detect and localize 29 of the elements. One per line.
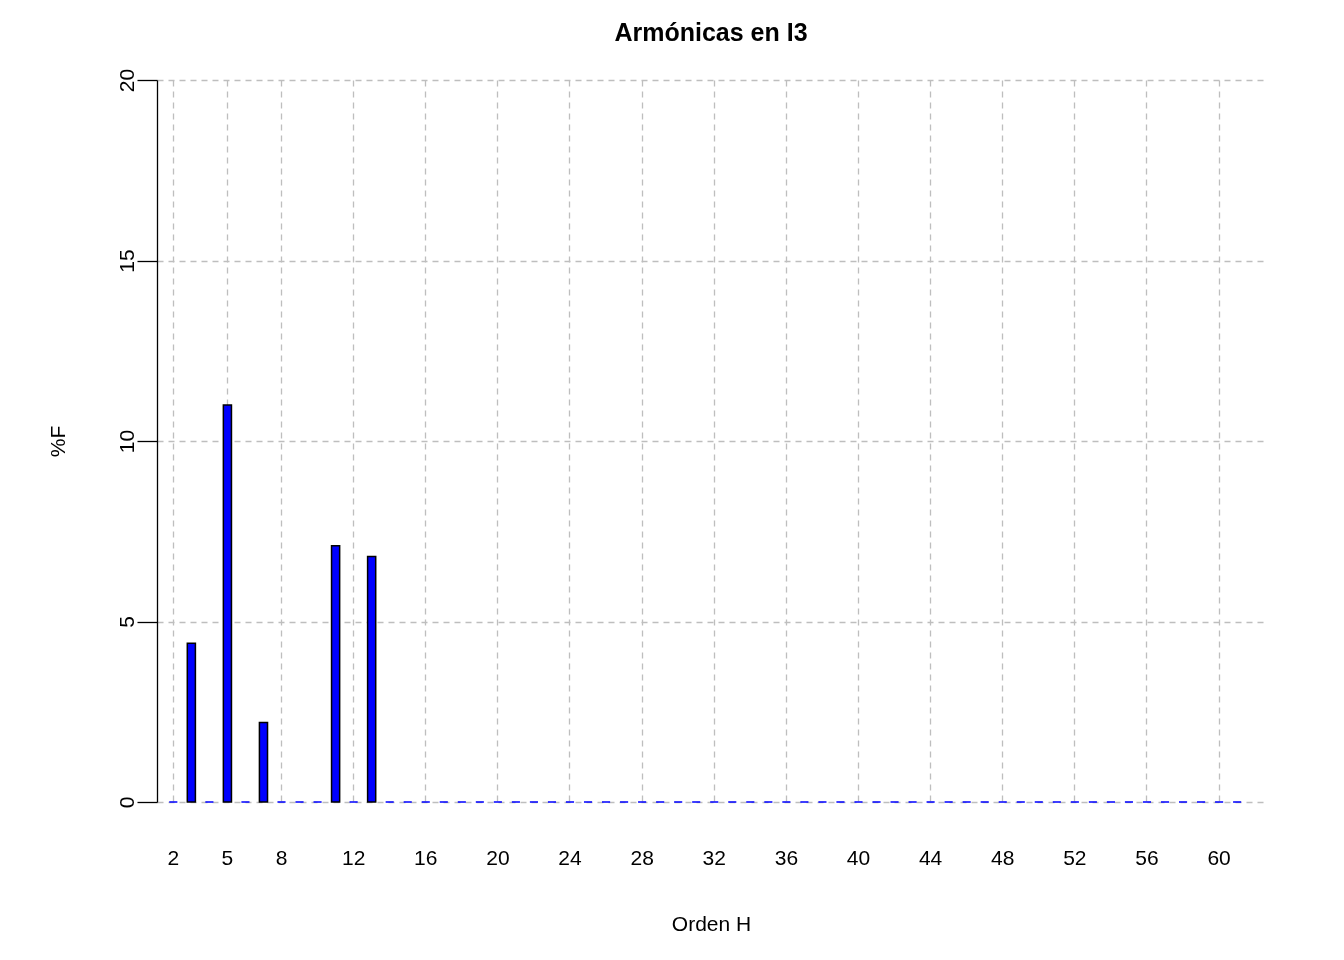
x-axis-title: Orden H <box>671 911 752 935</box>
bar <box>366 555 377 803</box>
x-tick-label: 60 <box>1207 845 1231 869</box>
x-tick-label: 12 <box>341 845 366 869</box>
x-tick-label: 32 <box>702 845 726 869</box>
y-tick-label: 5 <box>114 616 138 628</box>
y-tick-label: 0 <box>114 796 138 809</box>
y-tick-label: 15 <box>114 249 138 273</box>
chart-title: Armónicas en I3 <box>614 18 808 47</box>
x-tick-label: 48 <box>991 845 1015 869</box>
y-axis-title: %F <box>45 425 69 458</box>
x-tick-label: 28 <box>630 845 654 869</box>
x-tick-label: 44 <box>918 845 943 869</box>
x-tick-label: 20 <box>486 845 510 869</box>
bar <box>222 404 233 803</box>
bar <box>330 544 341 803</box>
x-tick-label: 36 <box>774 845 799 869</box>
x-tick-label: 56 <box>1135 845 1159 869</box>
x-tick-label: 8 <box>275 845 288 869</box>
x-tick-label: 52 <box>1063 845 1087 869</box>
y-tick-label: 20 <box>114 68 138 93</box>
x-tick-label: 5 <box>221 845 234 869</box>
bar <box>186 642 197 803</box>
bar <box>258 721 269 803</box>
y-tick-label: 10 <box>114 429 138 454</box>
x-tick-label: 2 <box>167 845 180 869</box>
x-tick-label: 40 <box>846 845 871 869</box>
x-tick-label: 24 <box>558 845 582 869</box>
x-tick-label: 16 <box>414 845 438 869</box>
